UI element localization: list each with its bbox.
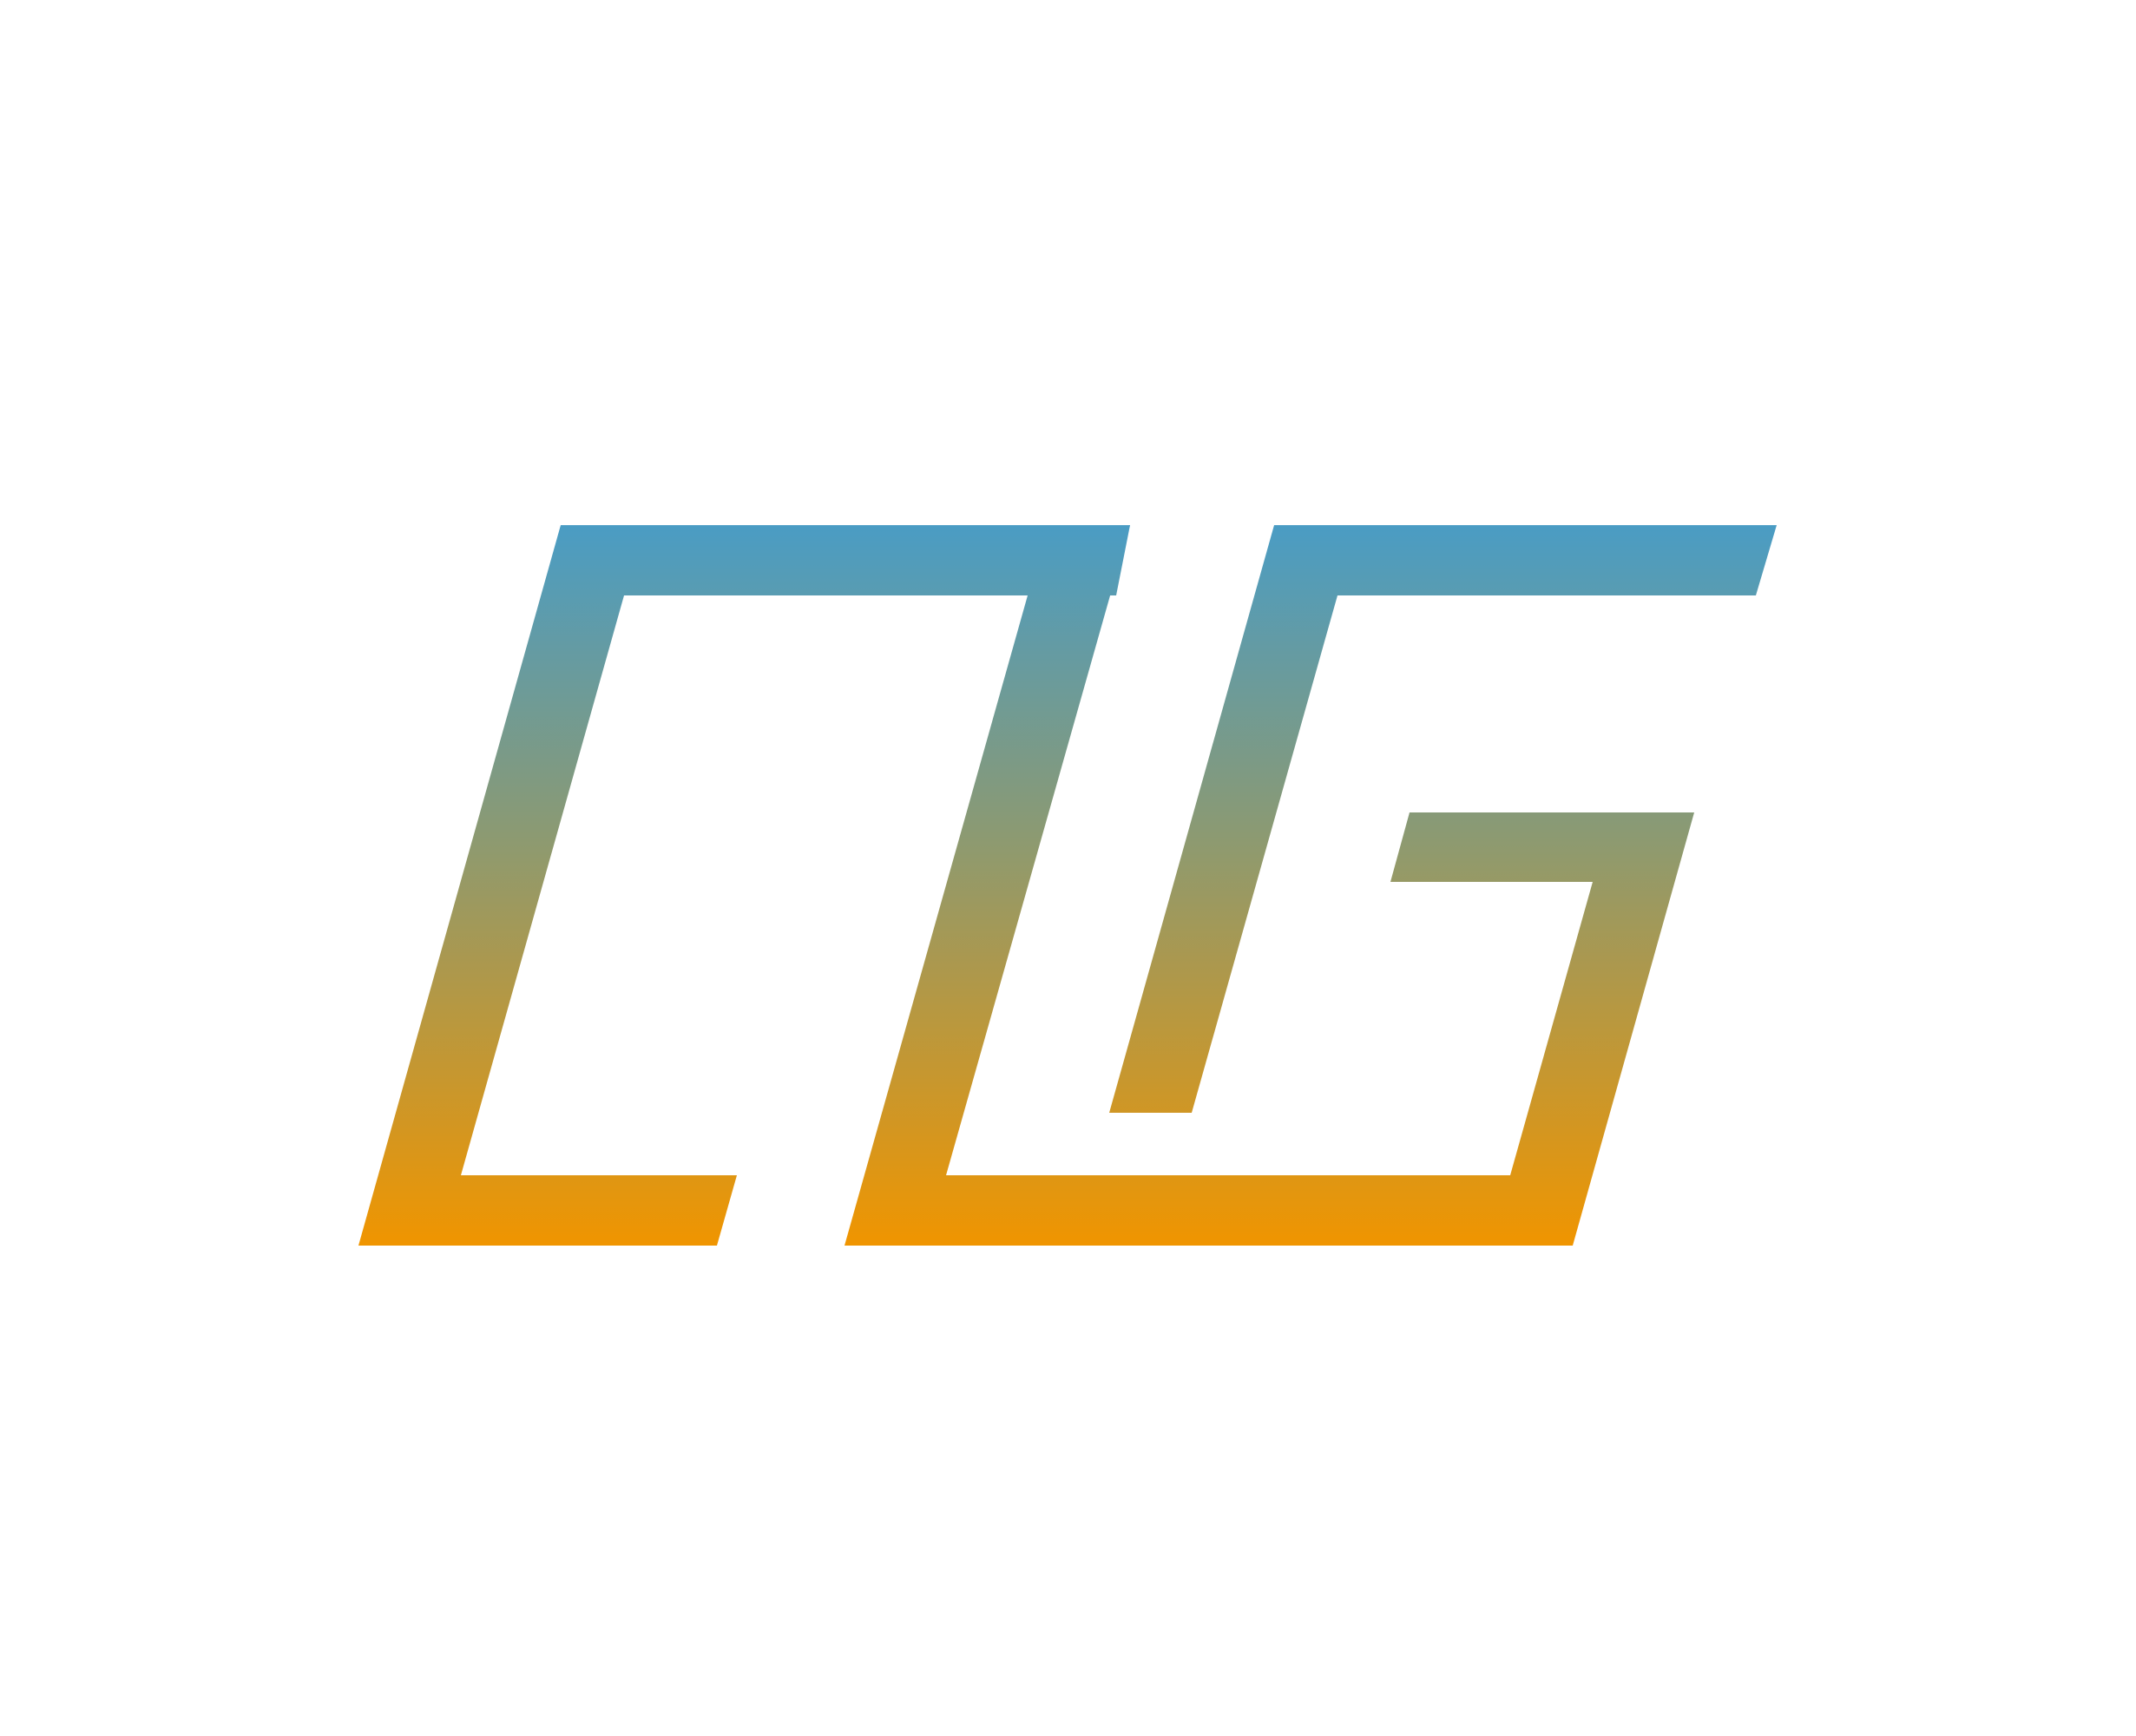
logo-g-upper-stroke (1109, 525, 1777, 1113)
logo-left-bracket (358, 525, 1130, 1246)
logo-center-stroke-and-base (845, 525, 1694, 1246)
